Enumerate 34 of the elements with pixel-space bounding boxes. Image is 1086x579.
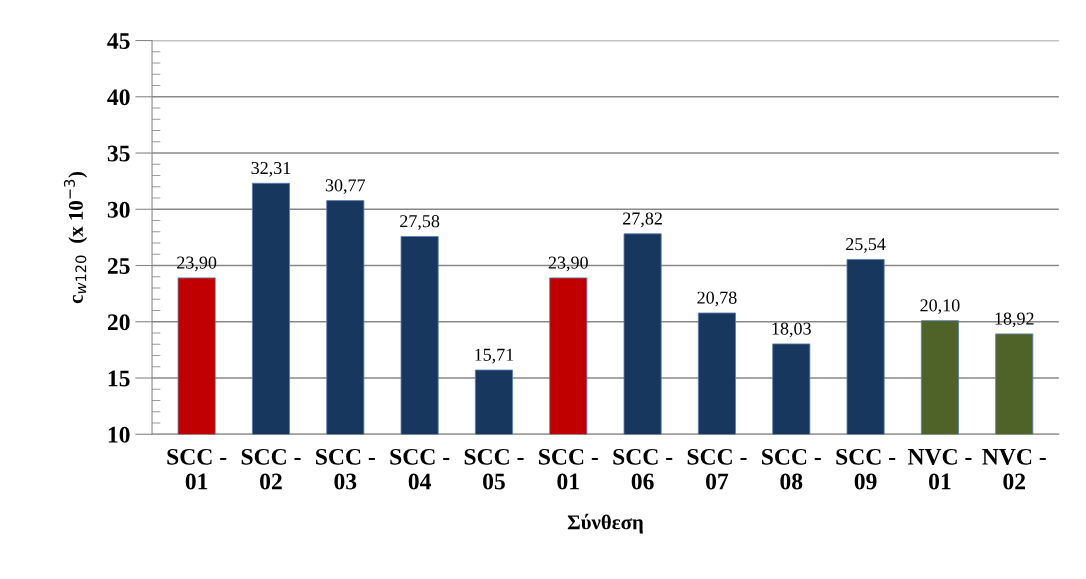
- data-label: 25,54: [846, 238, 886, 253]
- x-axis-title: Σύνθεση: [567, 513, 643, 534]
- y-axis-title: c$_{w120}$ (x 10$^{−3}$): [63, 171, 88, 304]
- x-tick-label: SCC - 02: [241, 448, 301, 490]
- x-tick-label: SCC - 01: [539, 448, 598, 490]
- data-label: 20,10: [920, 299, 960, 315]
- x-tick-label: NVC - 01: [907, 448, 972, 490]
- x-tick-label: SCC - 03: [316, 448, 375, 490]
- data-label: 18,92: [995, 312, 1034, 328]
- x-tick-label: SCC - 09: [836, 448, 896, 490]
- y-tick-label: 35: [107, 145, 130, 162]
- x-tick-label: SCC - 04: [390, 448, 450, 490]
- x-tick-label: SCC - 08: [762, 448, 821, 490]
- data-label: 30,77: [325, 179, 366, 194]
- y-tick-label: 20: [107, 314, 130, 331]
- data-label: 23,90: [177, 256, 217, 272]
- y-tick-label: 40: [107, 89, 130, 106]
- data-label: 27,82: [623, 212, 662, 228]
- y-tick-label: 15: [108, 370, 130, 387]
- data-label: 18,03: [772, 322, 811, 338]
- y-tick-label: 30: [107, 201, 130, 218]
- x-tick-label: SCC - 06: [613, 448, 673, 490]
- x-tick-label: SCC - 07: [687, 448, 747, 490]
- data-label: 27,58: [400, 215, 440, 230]
- data-label: 15,71: [475, 348, 514, 364]
- y-tick-label: 25: [107, 258, 130, 274]
- x-tick-label: SCC - 05: [464, 448, 524, 490]
- y-tick-label: 45: [107, 33, 130, 49]
- x-tick-label: NVC - 02: [982, 448, 1046, 490]
- data-label: 23,90: [548, 256, 588, 272]
- y-tick-label: 10: [108, 426, 130, 443]
- data-label: 20,78: [697, 291, 737, 307]
- x-tick-label: SCC - 01: [167, 448, 227, 490]
- data-label: 32,31: [251, 161, 291, 177]
